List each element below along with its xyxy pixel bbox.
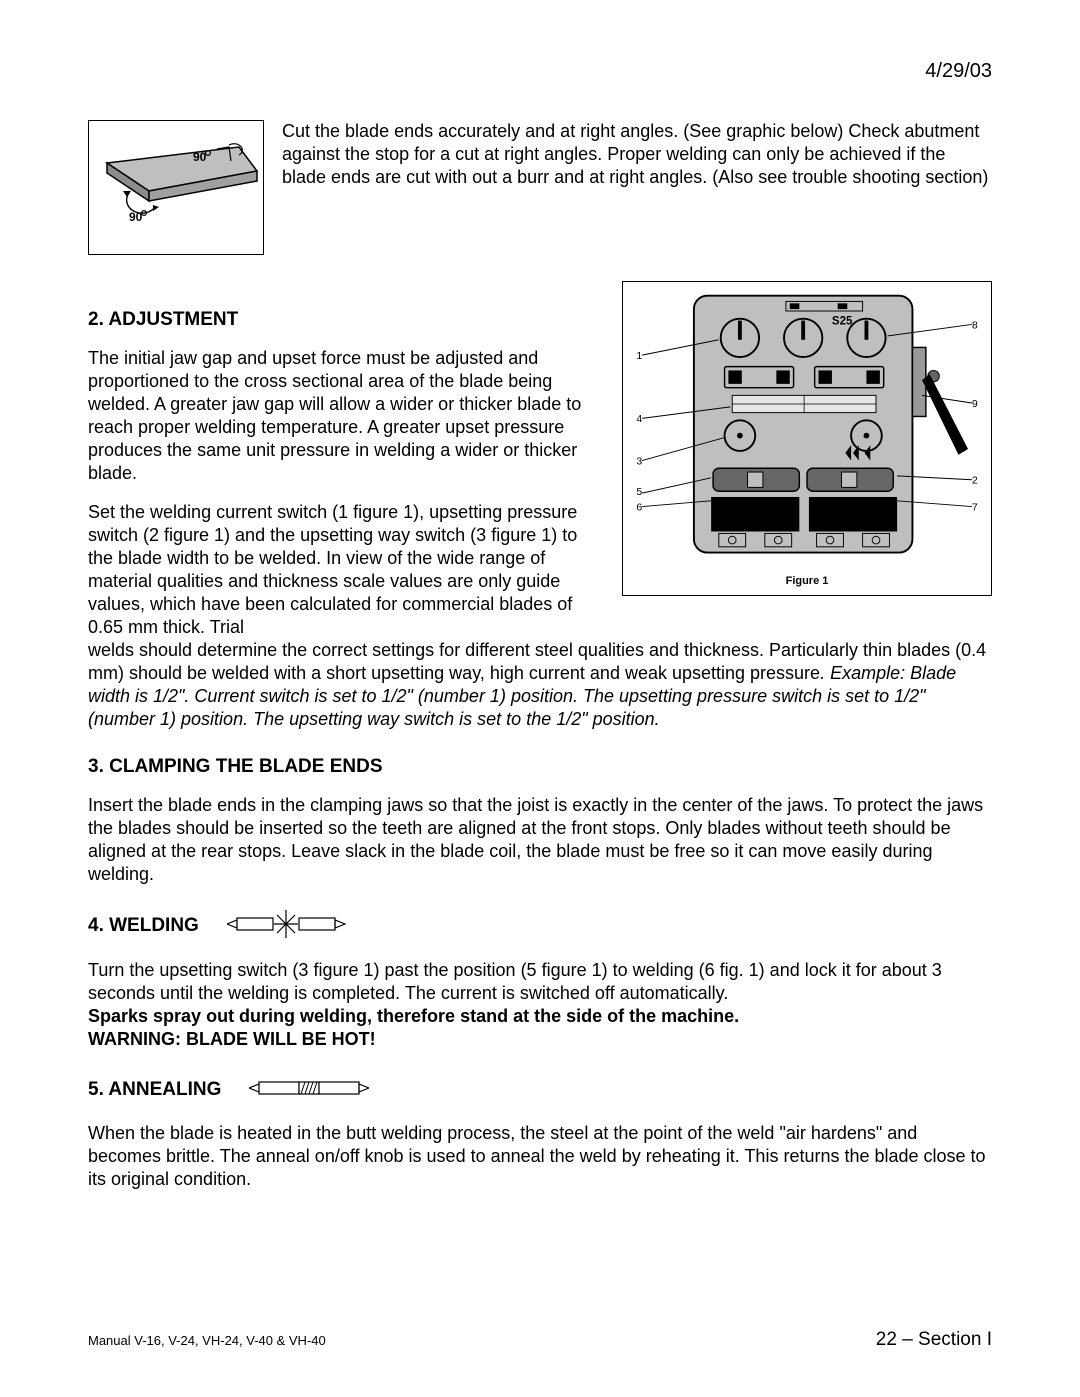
svg-text:1: 1 (636, 350, 642, 362)
svg-text:3: 3 (636, 455, 642, 467)
svg-text:7: 7 (972, 501, 978, 513)
svg-text:90: 90 (129, 210, 143, 224)
welding-warn1: Sparks spray out during welding, therefo… (88, 1005, 992, 1028)
adjustment-left: 2. ADJUSTMENT The initial jaw gap and up… (88, 285, 604, 639)
intro-row: 90 90 Cut the blade ends accurately and … (88, 120, 992, 255)
adjustment-p1: The initial jaw gap and upset force must… (88, 347, 604, 485)
adjustment-wrap: 2. ADJUSTMENT The initial jaw gap and up… (88, 285, 992, 639)
content: 90 90 Cut the blade ends accurately and … (88, 60, 992, 1191)
welding-warn2: WARNING: BLADE WILL BE HOT! (88, 1028, 992, 1051)
svg-text:5: 5 (636, 486, 642, 498)
section-title-adjustment: 2. ADJUSTMENT (88, 309, 604, 331)
svg-text:8: 8 (972, 319, 978, 331)
section-title-welding: 4. WELDING (88, 915, 199, 937)
footer-right: 22 – Section I (876, 1329, 992, 1351)
page: 4/29/03 90 90 (0, 0, 1080, 1397)
footer-left: Manual V-16, V-24, VH-24, V-40 & VH-40 (88, 1333, 326, 1348)
svg-text:6: 6 (636, 501, 642, 513)
blade-angle-diagram: 90 90 (88, 120, 264, 255)
clamping-p: Insert the blade ends in the clamping ja… (88, 794, 992, 886)
section-title-clamping: 3. CLAMPING THE BLADE ENDS (88, 756, 992, 778)
annealing-joint-icon (249, 1075, 369, 1106)
footer: Manual V-16, V-24, VH-24, V-40 & VH-40 2… (88, 1329, 992, 1351)
figure-1: S25 (622, 281, 992, 596)
header-date: 4/29/03 (925, 60, 992, 83)
section-title-annealing: 5. ANNEALING (88, 1079, 221, 1101)
svg-text:9: 9 (972, 398, 978, 410)
figure1-caption: Figure 1 (629, 575, 985, 587)
adjustment-p2a: Set the welding current switch (1 figure… (88, 501, 604, 639)
adjustment-p2-continued: welds should determine the correct setti… (88, 639, 992, 731)
svg-text:S25: S25 (832, 315, 853, 327)
welding-p: Turn the upsetting switch (3 figure 1) p… (88, 959, 992, 1005)
svg-text:2: 2 (972, 475, 978, 487)
svg-text:4: 4 (636, 413, 642, 425)
svg-text:90: 90 (193, 150, 207, 164)
welding-spark-icon (227, 910, 347, 943)
intro-text: Cut the blade ends accurately and at rig… (282, 120, 992, 189)
annealing-p: When the blade is heated in the butt wel… (88, 1122, 992, 1191)
